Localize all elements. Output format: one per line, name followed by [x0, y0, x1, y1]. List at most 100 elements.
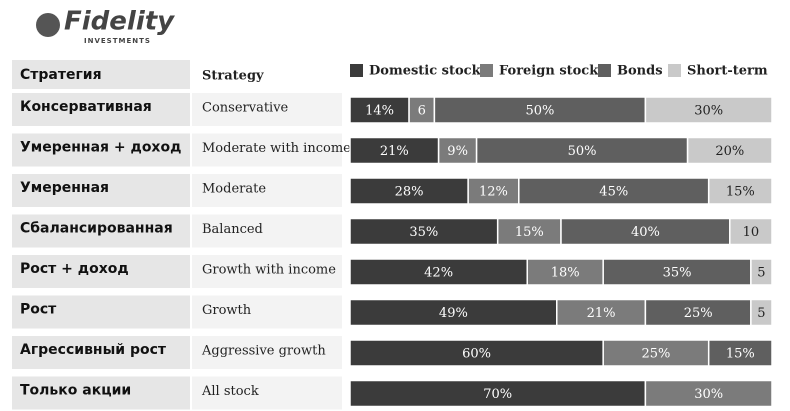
bar-segment	[349, 136, 440, 165]
row-cell	[192, 336, 342, 369]
logo-icon	[36, 13, 60, 37]
bar-segment	[686, 136, 773, 165]
row-cell	[192, 295, 342, 329]
value-label: 15%	[726, 185, 755, 200]
header-cell	[12, 60, 190, 89]
value-label: 15%	[515, 225, 544, 240]
strategy-ru: Консервативная	[20, 99, 152, 115]
bar-segment	[349, 298, 558, 327]
bar-segment	[437, 136, 478, 165]
row-cell	[12, 93, 190, 126]
value-label: 40%	[631, 225, 660, 240]
bar-segment	[349, 339, 604, 367]
legend-swatch	[480, 64, 493, 77]
value-label: 21%	[587, 306, 616, 321]
value-label: 30%	[694, 387, 723, 402]
row-cell	[192, 376, 342, 410]
bar-segment	[433, 96, 647, 124]
row-cell	[192, 255, 342, 288]
strategy-en: Growth with income	[202, 263, 336, 278]
bar-segment	[644, 379, 773, 408]
logo-tagline: INVESTMENTS	[84, 37, 151, 45]
legend-swatch	[350, 64, 363, 77]
value-label: 45%	[599, 185, 628, 200]
bar-segment	[518, 177, 710, 205]
value-label: 49%	[439, 306, 468, 321]
bar-segment	[349, 379, 647, 408]
legend-label: Bonds	[617, 64, 663, 79]
bar-segment	[526, 258, 604, 286]
value-label: 70%	[483, 387, 512, 402]
value-label: 50%	[525, 104, 554, 119]
strategy-ru: Умеренная	[20, 180, 109, 196]
bar-segment	[349, 177, 469, 205]
strategy-en: Conservative	[202, 101, 289, 116]
strategy-en: Moderate	[202, 182, 266, 197]
legend-label: Foreign stock	[499, 64, 599, 79]
bar-segment	[644, 96, 773, 124]
value-label: 25%	[641, 347, 670, 362]
strategy-en: All stock	[201, 384, 259, 399]
bar-segment	[496, 217, 562, 246]
bar-segment	[707, 339, 773, 367]
row-cell	[192, 93, 342, 126]
value-label: 14%	[365, 104, 394, 119]
bar-segment	[602, 258, 752, 286]
value-label: 18%	[551, 266, 580, 281]
strategy-ru: Рост	[20, 302, 57, 318]
value-label: 30%	[694, 104, 723, 119]
value-label: 5	[757, 266, 765, 281]
legend-label: Domestic stock	[369, 64, 482, 79]
value-label: 15%	[726, 347, 755, 362]
value-label: 5	[757, 306, 765, 321]
bar-segment	[750, 258, 773, 286]
value-label: 35%	[663, 266, 692, 281]
bar-segment	[602, 339, 710, 367]
row-cell	[12, 133, 190, 167]
value-label: 50%	[568, 144, 597, 159]
bar-segment	[556, 298, 647, 327]
value-label: 60%	[462, 347, 491, 362]
bar-segment	[729, 217, 773, 246]
strategy-en: Moderate with income	[202, 141, 351, 156]
legend-swatch	[668, 64, 681, 77]
value-label: 42%	[424, 266, 453, 281]
strategy-ru: Умеренная + доход	[20, 140, 181, 156]
legend-label: Short-term	[687, 64, 768, 79]
header-ru: Стратегия	[20, 67, 102, 83]
value-label: 10	[743, 225, 760, 240]
bar-segment	[408, 96, 436, 124]
bar-segment	[475, 136, 689, 165]
value-label: 28%	[395, 185, 424, 200]
row-cell	[12, 295, 190, 329]
bar-segment	[707, 177, 773, 205]
header-en: Strategy	[202, 69, 264, 84]
row-cell	[12, 255, 190, 288]
row-cell	[12, 214, 190, 248]
value-label: 21%	[380, 144, 409, 159]
strategy-en: Balanced	[202, 222, 263, 237]
value-label: 35%	[409, 225, 438, 240]
strategy-ru: Только акции	[20, 383, 131, 399]
bar-segment	[349, 217, 499, 246]
strategy-en: Growth	[202, 303, 252, 318]
value-label: 9%	[447, 144, 468, 159]
bar-segment	[750, 298, 773, 327]
row-cell	[192, 214, 342, 248]
row-cell	[192, 174, 342, 207]
bar-segment	[560, 217, 731, 246]
row-cell	[12, 174, 190, 207]
row-cell	[12, 376, 190, 410]
row-cell	[12, 336, 190, 369]
strategy-ru: Рост + доход	[20, 261, 129, 277]
bar-segment	[349, 258, 528, 286]
logo-name: Fidelity	[64, 7, 175, 37]
row-cell	[192, 133, 342, 167]
value-label: 6	[418, 104, 426, 119]
value-label: 12%	[479, 185, 508, 200]
strategy-ru: Агрессивный рост	[20, 342, 167, 358]
strategy-ru: Сбалансированная	[20, 221, 173, 237]
value-label: 20%	[715, 144, 744, 159]
value-label: 25%	[684, 306, 713, 321]
